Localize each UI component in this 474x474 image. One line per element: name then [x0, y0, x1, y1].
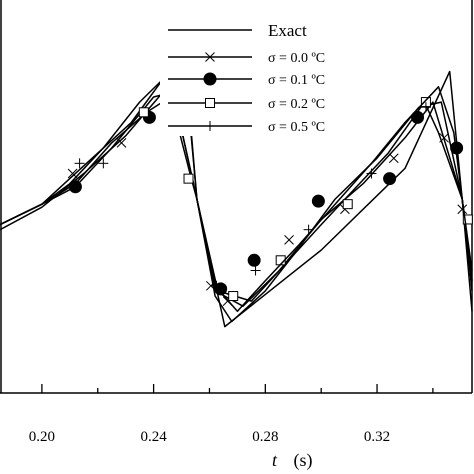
series-line-4: [0, 65, 473, 313]
square-marker: [183, 173, 194, 184]
plus-marker: [366, 168, 377, 179]
circle-marker: [450, 141, 464, 155]
x-tick-label: 0.28: [252, 429, 278, 445]
square-marker: [228, 291, 239, 302]
square-marker: [462, 214, 473, 225]
x-tick-label: 0.32: [364, 429, 390, 445]
x-marker: [388, 153, 399, 164]
circle-marker: [311, 194, 325, 208]
x-tick-label: 0.20: [29, 429, 55, 445]
legend-label-1: σ = 0.0 ºC: [268, 51, 325, 66]
circle-marker: [68, 180, 82, 194]
plus-marker: [211, 280, 222, 291]
plus-marker: [420, 102, 431, 113]
x-tick-label: 0.24: [140, 429, 167, 445]
legend-label-0: Exact: [268, 21, 307, 40]
plus-marker: [303, 224, 314, 235]
square-marker: [205, 98, 215, 108]
legend-background: [160, 10, 390, 136]
circle-marker: [411, 110, 425, 124]
circle-marker: [203, 72, 217, 86]
series-line-3: [0, 96, 473, 307]
square-marker: [138, 107, 149, 118]
legend-label-2: σ = 0.1 ºC: [268, 73, 325, 88]
circle-marker: [383, 172, 397, 186]
plus-marker: [74, 158, 85, 169]
x-marker: [284, 235, 294, 245]
x-axis-symbol: t: [272, 450, 278, 470]
x-axis-unit: (s): [294, 450, 313, 471]
legend: Exact σ = 0.0 ºC σ = 0.1 ºC σ = 0.2 ºC σ = 0…: [160, 10, 390, 136]
x-ticks: 0.200.240.280.320.36: [29, 384, 434, 445]
x-axis-label: t (s): [272, 450, 313, 471]
plus-marker: [250, 265, 261, 276]
legend-label-4: σ = 0.5 ºC: [268, 120, 325, 135]
plot-axes: [0, 0, 473, 394]
plus-marker: [98, 158, 109, 169]
series-layer: [0, 65, 473, 328]
legend-label-3: σ = 0.2 ºC: [268, 97, 325, 112]
plus-marker: [205, 121, 215, 131]
square-marker: [342, 199, 353, 210]
x-marker: [457, 204, 468, 215]
x-marker: [205, 52, 215, 62]
circle-marker: [247, 253, 261, 267]
